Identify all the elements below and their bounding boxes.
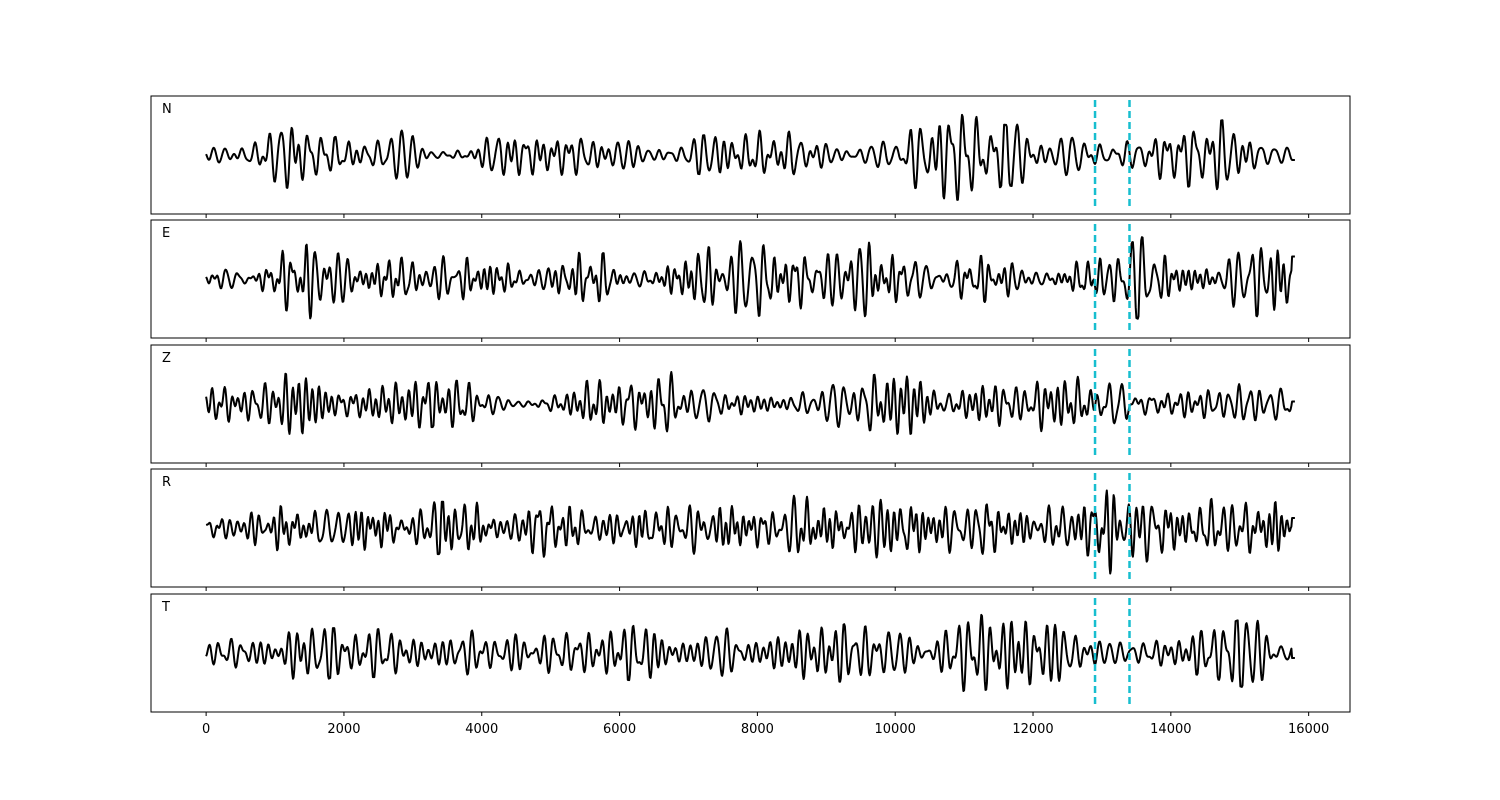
trace-panel-z: Z bbox=[150, 344, 1351, 467]
x-tick-label: 14000 bbox=[1150, 722, 1191, 737]
panel-label: E bbox=[162, 226, 170, 241]
x-tick-label: 6000 bbox=[603, 722, 636, 737]
x-tick-label: 0 bbox=[202, 722, 210, 737]
x-tick-label: 8000 bbox=[741, 722, 774, 737]
x-axis: 0 2000 4000 6000 8000 10000 12000 14000 16000 bbox=[202, 722, 1329, 737]
panel-label: T bbox=[161, 600, 170, 615]
panel-label: R bbox=[162, 475, 171, 490]
trace-panels: N E Z R T bbox=[150, 95, 1351, 716]
waveform-trace bbox=[205, 371, 1296, 435]
panel-frame bbox=[150, 344, 1351, 464]
trace-panel-n: N bbox=[150, 95, 1351, 218]
waveform-trace bbox=[205, 613, 1296, 692]
x-tick-label: 16000 bbox=[1288, 722, 1329, 737]
trace-panel-t: T bbox=[150, 593, 1351, 716]
panel-label: Z bbox=[162, 351, 171, 366]
x-tick-label: 2000 bbox=[327, 722, 360, 737]
waveform-trace bbox=[205, 113, 1296, 201]
x-tick-label: 12000 bbox=[1012, 722, 1053, 737]
trace-panel-r: R bbox=[150, 468, 1351, 591]
panel-label: N bbox=[162, 102, 172, 117]
x-tick-label: 10000 bbox=[875, 722, 916, 737]
x-tick-label: 4000 bbox=[465, 722, 498, 737]
waveform-trace bbox=[205, 236, 1296, 320]
trace-panel-e: E bbox=[150, 219, 1351, 342]
panel-frame bbox=[150, 95, 1351, 215]
waveform-trace bbox=[205, 489, 1296, 575]
